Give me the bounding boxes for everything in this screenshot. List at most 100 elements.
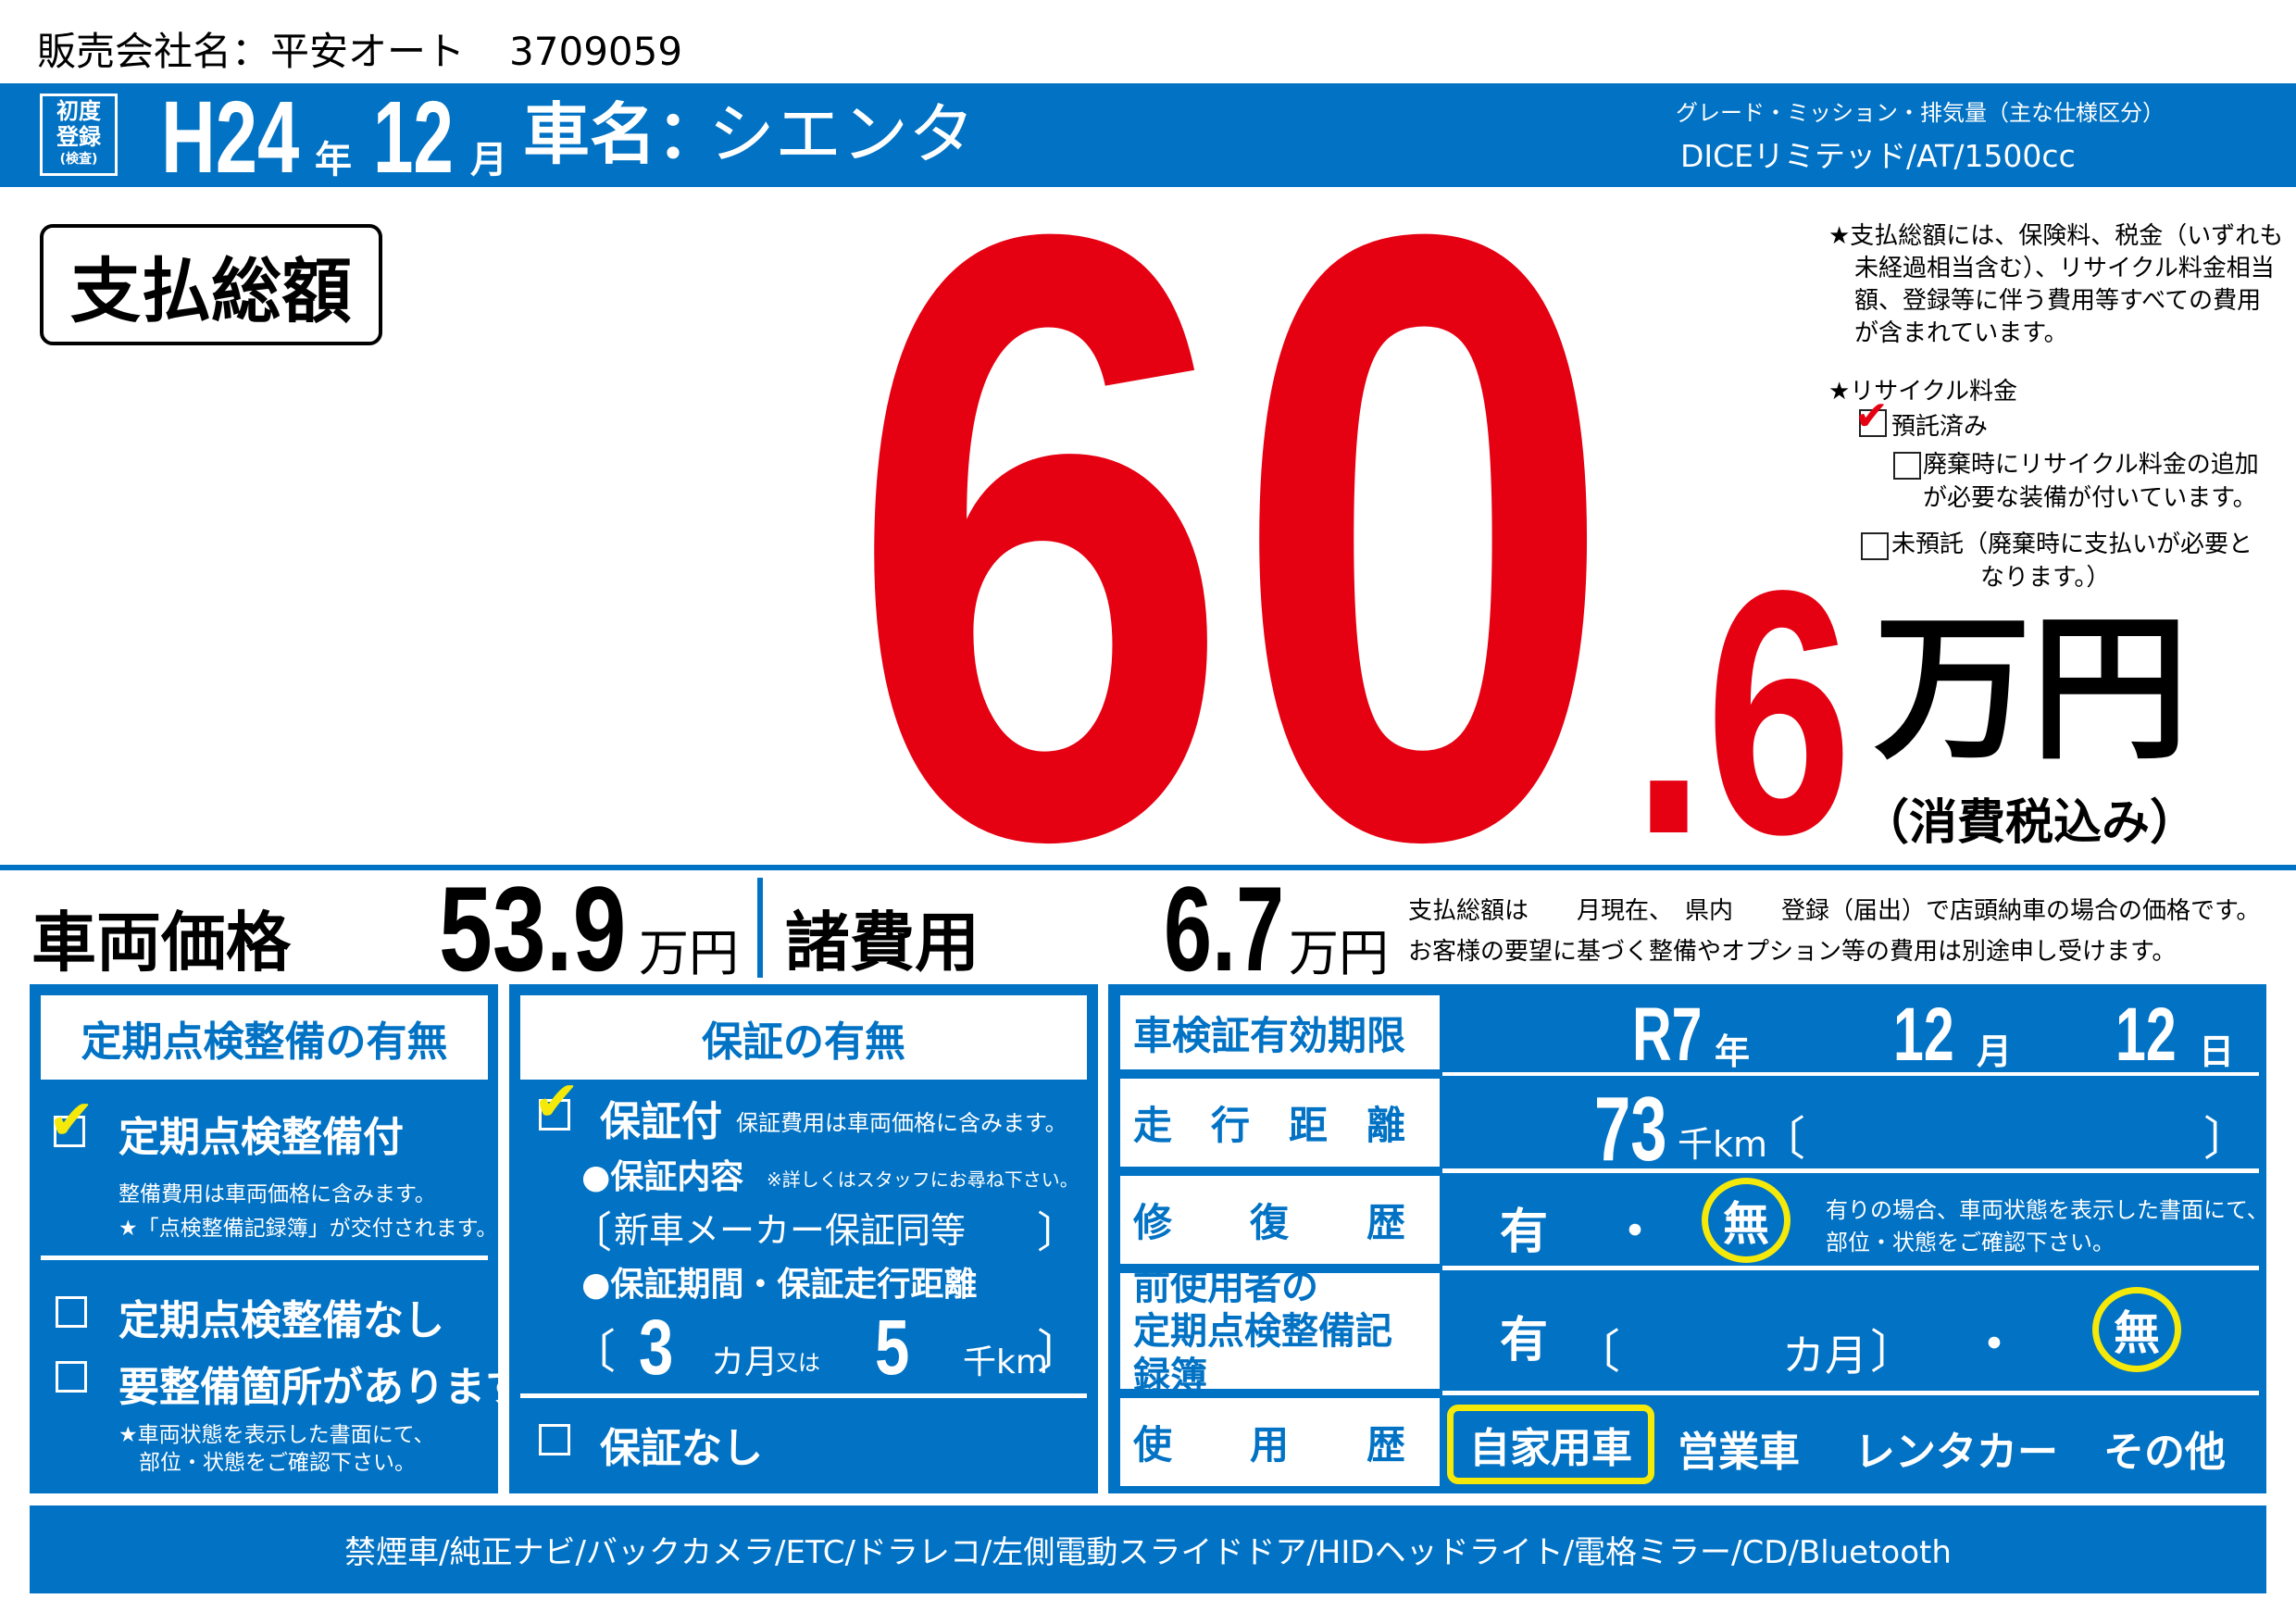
- tax-included-note: （消費税込み）: [1861, 795, 2199, 851]
- fees-value: 6.7: [1164, 861, 1285, 996]
- expiry-month: 12: [1893, 993, 1954, 1077]
- section-divider: [0, 865, 2296, 870]
- total-price-unit: 万円: [1874, 598, 2190, 781]
- note-line: 支払総額は 月現在、 県内 登録（届出）で店頭納車の場合の価格です。: [1408, 897, 2261, 925]
- needs-repair-note: 部位・状態をご確認下さい。: [139, 1451, 416, 1475]
- close-bracket: 〕: [2203, 1112, 2250, 1166]
- note-line: 未預託（廃棄時に支払いが必要と: [1891, 531, 2253, 558]
- yellow-check-icon: ✔: [533, 1069, 580, 1134]
- usage-history-label: 使 用 歴: [1120, 1398, 1440, 1486]
- badge-line: (検査): [59, 152, 98, 167]
- seller-label: 販売会社名：: [37, 29, 271, 74]
- row-divider: [1442, 1168, 2259, 1173]
- inspection-without-checkbox[interactable]: [56, 1296, 87, 1328]
- warranty-period-label: ●保証期間・保証走行距離: [581, 1266, 978, 1304]
- fees-label: 諸費用: [785, 905, 980, 981]
- grade-value: DICEリミテッド/AT/1500cc: [1680, 138, 2076, 174]
- records-label-line: 定期点検整備記録簿: [1133, 1309, 1392, 1397]
- note-line: お客様の要望に基づく整備やオプション等の費用は別途申し受けます。: [1408, 938, 2177, 966]
- warranty-distance: 5: [875, 1304, 910, 1391]
- warranty-content-label: ●保証内容: [581, 1158, 744, 1196]
- expiry-day: 12: [2115, 993, 2177, 1077]
- repair-yes-option[interactable]: 有: [1500, 1205, 1549, 1260]
- usage-option-commercial[interactable]: 営業車: [1678, 1429, 1800, 1476]
- car-name-label: 車名：: [523, 95, 724, 173]
- price-row-divider: [757, 878, 763, 978]
- open-bracket: 〔: [1574, 1325, 1620, 1379]
- open-bracket: 〔: [1759, 1112, 1805, 1166]
- warranty-without-checkbox[interactable]: [539, 1424, 570, 1455]
- price-footnote: 支払総額は 月現在、 県内 登録（届出）で店頭納車の場合の価格です。 お客様の要…: [1408, 891, 2260, 972]
- inspection-with-checkbox[interactable]: [54, 1116, 85, 1147]
- records-label-line: 前使用者の: [1133, 1265, 1318, 1308]
- fees-unit: 万円: [1289, 924, 1389, 982]
- badge-line: 初度: [56, 98, 101, 124]
- inspection-with-label: 定期点検整備付: [119, 1114, 404, 1161]
- open-bracket: 〔: [569, 1325, 616, 1379]
- recycle-deposited-label: 預託済み: [1891, 413, 1989, 441]
- repair-history-note: 部位・状態をご確認下さい。: [1826, 1230, 2115, 1255]
- needs-repair-checkbox[interactable]: [56, 1361, 87, 1393]
- row-divider: [1442, 1266, 2259, 1270]
- usage-option-rental[interactable]: レンタカー: [1854, 1429, 2058, 1476]
- warranty-with-note: 保証費用は車両価格に含みます。: [736, 1110, 1067, 1136]
- months-unit: カ月: [711, 1343, 779, 1381]
- records-label: 前使用者の 定期点検整備記録簿: [1120, 1266, 1440, 1397]
- first-reg-year: H24: [161, 81, 300, 194]
- inspection-expiry-label: 車検証有効期限: [1120, 995, 1440, 1069]
- vehicle-price-value: 53.9: [439, 861, 627, 996]
- close-bracket: 〕: [1037, 1325, 1083, 1379]
- mileage-label: 走 行 距 離: [1120, 1079, 1440, 1167]
- month-unit: 月: [470, 139, 507, 181]
- option-separator: ・: [1970, 1318, 2019, 1373]
- header-bar: [0, 83, 2296, 187]
- badge-line: 登録: [56, 124, 101, 150]
- total-price-integer: 60: [849, 56, 1616, 1018]
- usage-option-other[interactable]: その他: [2103, 1429, 2226, 1476]
- expiry-year: R7: [1632, 993, 1703, 1077]
- recycle-not-deposited-checkbox[interactable]: [1861, 532, 1889, 560]
- warranty-with-checkbox[interactable]: [539, 1099, 570, 1131]
- recycle-deposited-checkbox[interactable]: [1859, 409, 1887, 437]
- recycle-title: ★リサイクル料金: [1828, 378, 2018, 406]
- total-price-decimal: .6: [1632, 519, 1853, 906]
- note-line: 額、登録等に伴う費用等すべての費用: [1854, 287, 2262, 315]
- recycle-not-deposited-label: 未預託（廃棄時に支払いが必要と なります。）: [1891, 528, 2252, 594]
- note-line: 廃棄時にリサイクル料金の追加: [1923, 451, 2259, 479]
- total-price-note: ★支払総額には、保険料、税金（いずれも 未経過相当含む）、リサイクル料金相当 額…: [1828, 220, 2283, 350]
- first-reg-month: 12: [373, 81, 454, 194]
- records-no-option-selected[interactable]: 無: [2092, 1287, 2181, 1372]
- row-divider: [1442, 1391, 2259, 1395]
- seller-info: 販売会社名：平安オート 3709059: [37, 28, 682, 76]
- usage-option-private-selected[interactable]: 自家用車: [1447, 1405, 1654, 1484]
- warranty-content-note: ※詳しくはスタッフにお尋ね下さい。: [767, 1168, 1079, 1191]
- recycle-extra-label: 廃棄時にリサイクル料金の追加 が必要な装備が付いています。: [1923, 448, 2259, 515]
- panel-divider: [41, 1255, 488, 1260]
- mileage-value: 73: [1594, 1078, 1667, 1180]
- car-name: シエンタ: [708, 95, 976, 173]
- equipment-list: 禁煙車/純正ナビ/バックカメラ/ETC/ドラレコ/左側電動スライドドア/HIDヘ…: [344, 1534, 1952, 1571]
- note-line: が含まれています。: [1854, 319, 2068, 347]
- warranty-months: 3: [639, 1304, 674, 1391]
- vehicle-price-label: 車両価格: [31, 905, 291, 981]
- expiry-day-unit: 日: [2199, 1031, 2235, 1072]
- close-bracket: 〕: [1037, 1207, 1079, 1257]
- recycle-extra-checkbox[interactable]: [1893, 452, 1921, 480]
- red-check-icon: ✔: [1854, 393, 1889, 440]
- warranty-with-label: 保証付: [600, 1098, 722, 1145]
- open-bracket: 〔: [569, 1207, 612, 1257]
- expiry-month-unit: 月: [1977, 1031, 2013, 1072]
- total-price-label: 支払総額: [40, 224, 382, 345]
- note-line: 未経過相当含む）、リサイクル料金相当: [1854, 255, 2275, 282]
- inspection-panel-title: 定期点検整備の有無: [41, 995, 488, 1080]
- needs-repair-note: ★車両状態を表示した書面にて、: [119, 1423, 435, 1447]
- repair-no-option-selected[interactable]: 無: [1702, 1178, 1791, 1263]
- note-line: なります。）: [1980, 564, 2111, 592]
- or-text: 又は: [776, 1350, 820, 1376]
- expiry-year-unit: 年: [1715, 1031, 1751, 1072]
- seller-name: 平安オート: [270, 29, 466, 74]
- mileage-unit: 千km: [1678, 1124, 1768, 1165]
- records-yes-option[interactable]: 有: [1500, 1313, 1549, 1368]
- note-line: ★支払総額には、保険料、税金（いずれも: [1828, 222, 2284, 250]
- close-bracket: 〕: [1870, 1325, 1916, 1379]
